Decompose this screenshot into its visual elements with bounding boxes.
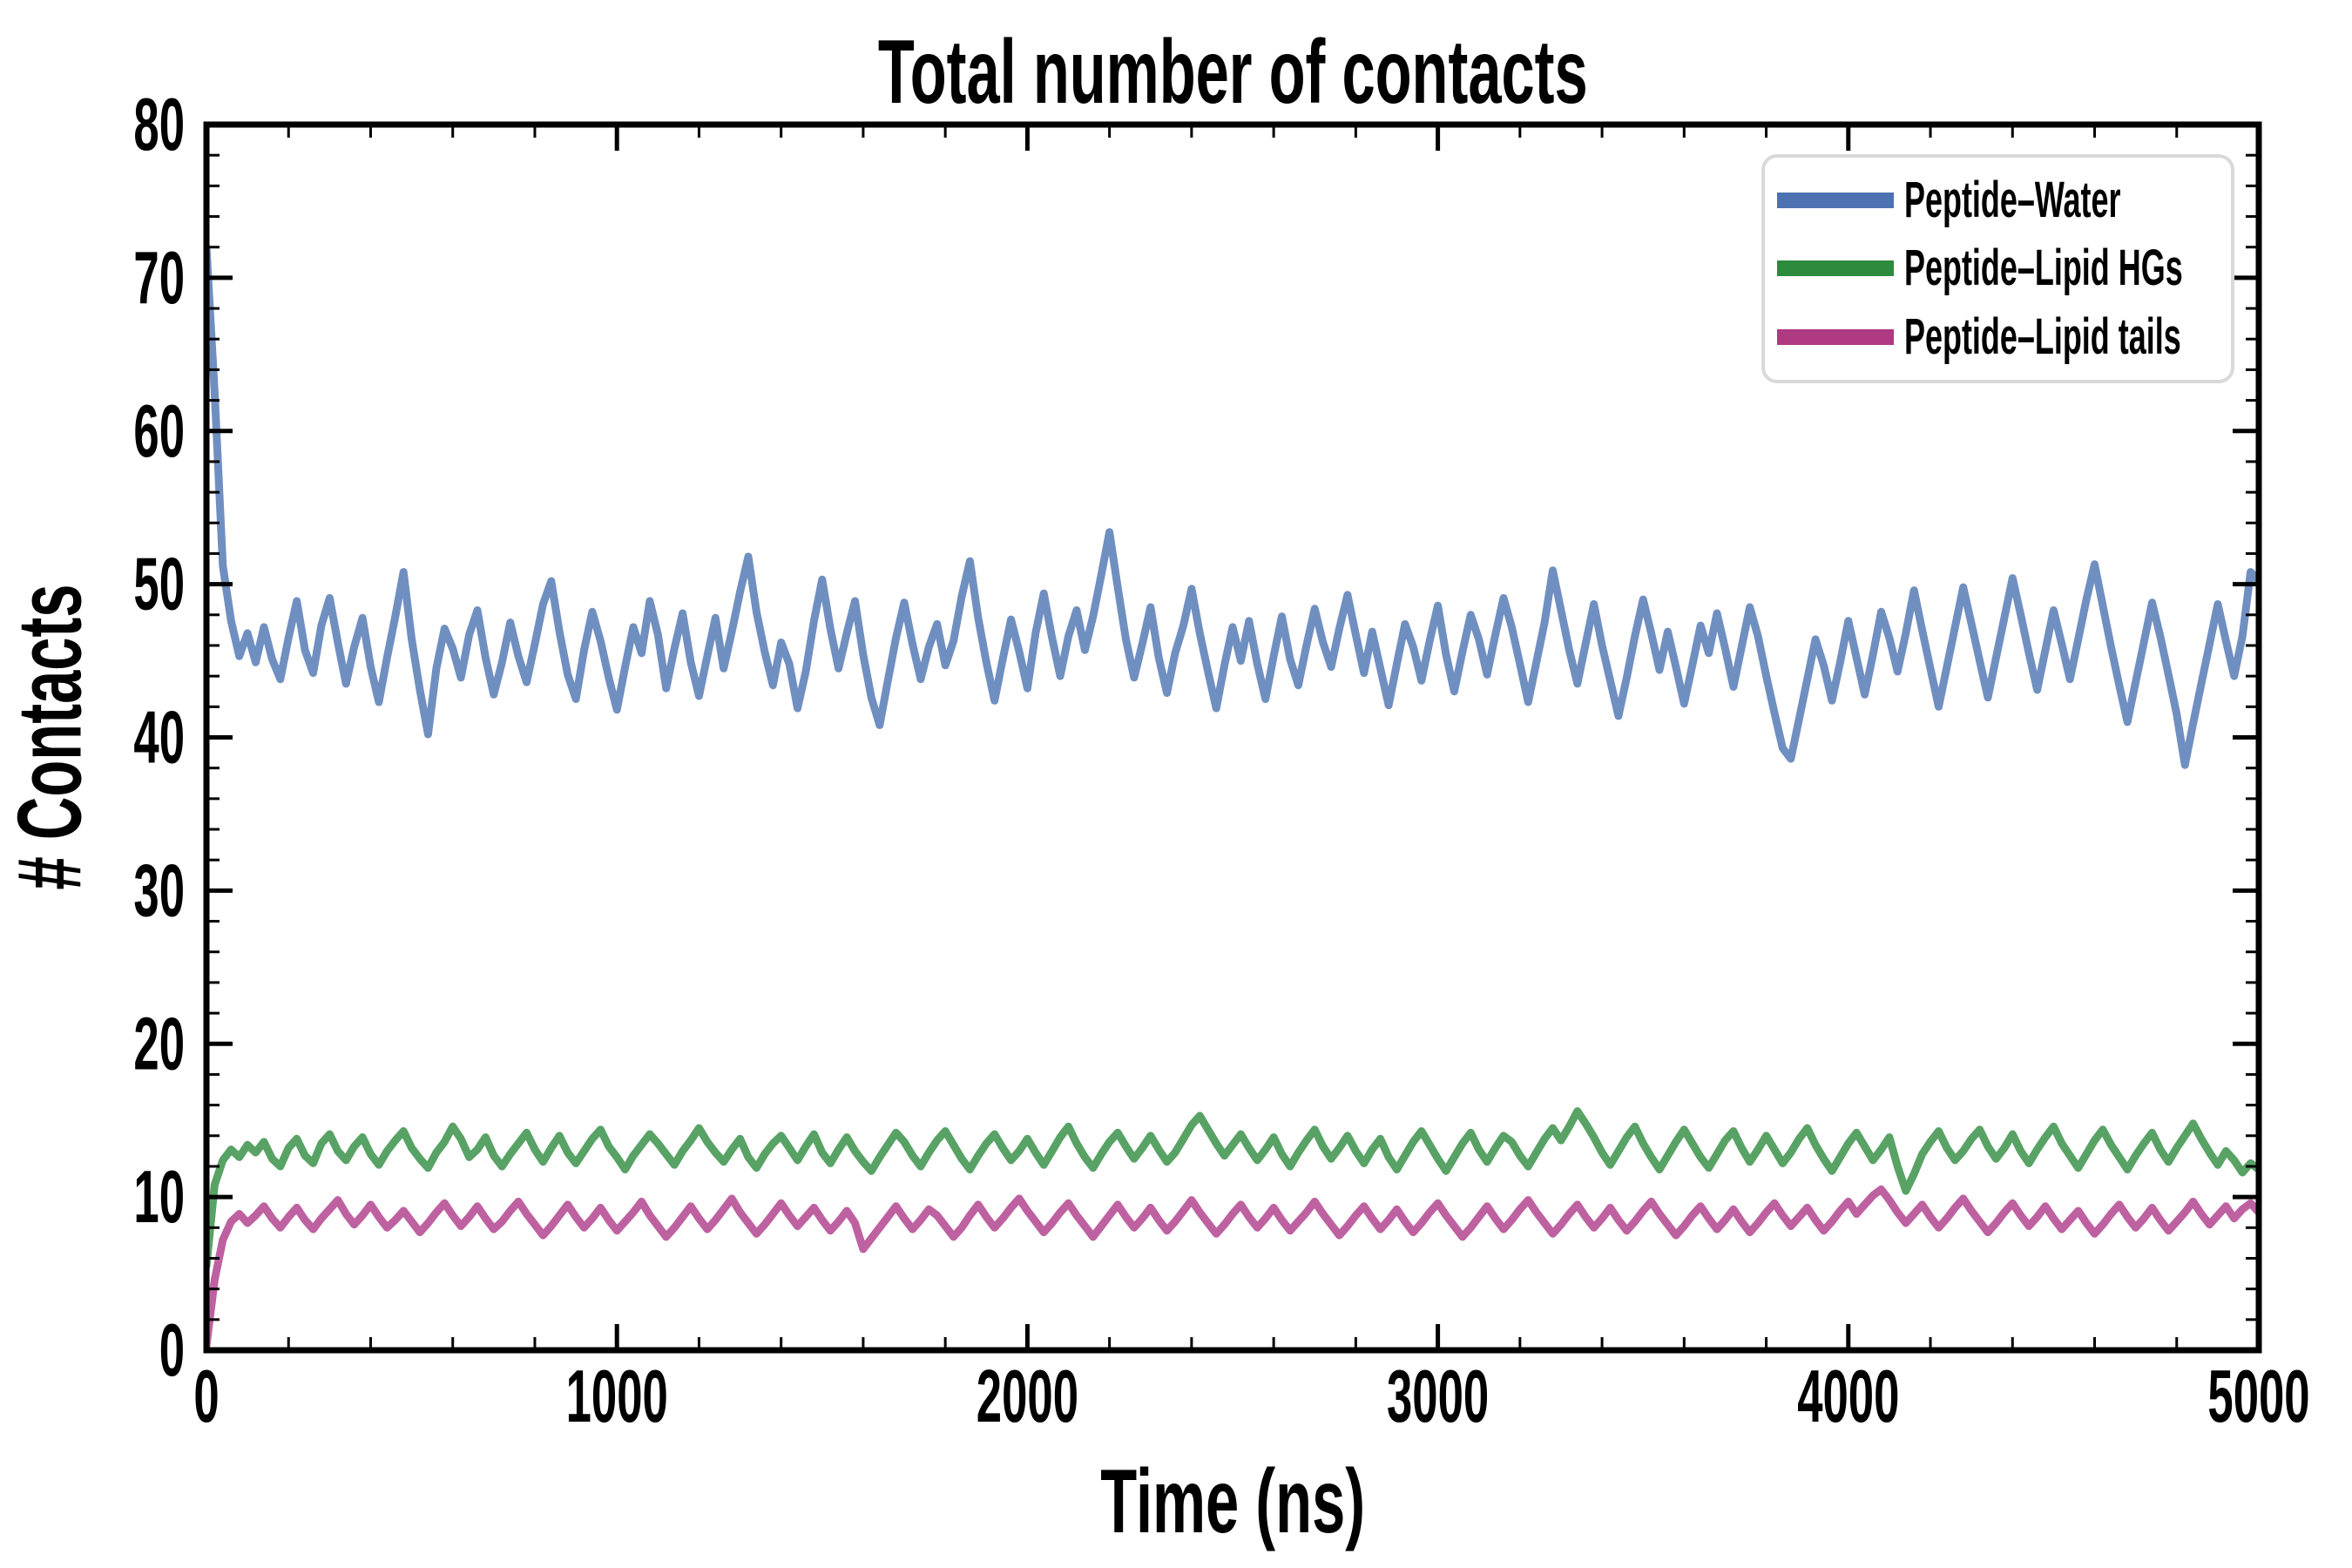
- svg-text:30: 30: [133, 848, 185, 931]
- svg-text:20: 20: [133, 1002, 185, 1085]
- x-axis-label-text: Time (ns): [1100, 1451, 1365, 1552]
- svg-text:70: 70: [133, 236, 185, 319]
- svg-text:1000: 1000: [566, 1355, 668, 1437]
- legend-label-peptide-lipid-hgs: Peptide–Lipid HGs: [1904, 240, 2183, 297]
- svg-text:60: 60: [133, 389, 185, 472]
- legend-label-peptide-lipid-tails: Peptide–Lipid tails: [1904, 308, 2181, 365]
- svg-text:4000: 4000: [1797, 1355, 1899, 1437]
- svg-text:2000: 2000: [977, 1355, 1078, 1437]
- legend-swatch-peptide-lipid-hgs: [1777, 260, 1894, 277]
- chart-title: Total number of contacts: [206, 24, 2259, 120]
- legend-item-peptide-lipid-tails: Peptide–Lipid tails: [1777, 310, 2222, 363]
- y-axis-label: # Contacts: [0, 505, 103, 969]
- svg-text:10: 10: [133, 1155, 185, 1238]
- x-axis-label: Time (ns): [206, 1453, 2259, 1551]
- legend-item-peptide-water: Peptide–Water: [1777, 174, 2222, 226]
- legend: Peptide–Water Peptide–Lipid HGs Peptide–…: [1761, 154, 2234, 383]
- svg-text:40: 40: [133, 696, 185, 779]
- legend-label-peptide-water: Peptide–Water: [1904, 172, 2121, 229]
- svg-text:50: 50: [133, 543, 185, 625]
- chart-title-text: Total number of contacts: [877, 22, 1588, 123]
- svg-text:5000: 5000: [2207, 1355, 2309, 1437]
- svg-text:0: 0: [159, 1308, 185, 1391]
- svg-text:3000: 3000: [1387, 1355, 1489, 1437]
- svg-text:0: 0: [193, 1355, 219, 1437]
- legend-item-peptide-lipid-hgs: Peptide–Lipid HGs: [1777, 242, 2222, 294]
- legend-swatch-peptide-lipid-tails: [1777, 328, 1894, 345]
- svg-text:80: 80: [133, 83, 185, 166]
- legend-swatch-peptide-water: [1777, 193, 1894, 209]
- y-axis-label-text: # Contacts: [0, 584, 101, 890]
